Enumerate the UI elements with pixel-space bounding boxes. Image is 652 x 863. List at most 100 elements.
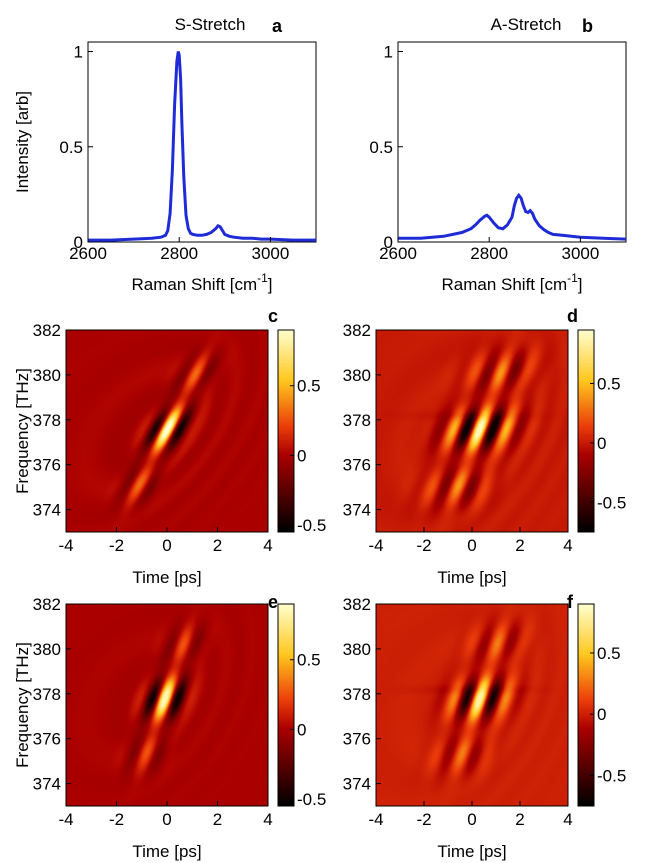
panel-e-colorbar-frame xyxy=(277,603,295,807)
panel-f-xlabel: Time [ps] xyxy=(437,842,506,861)
panel-f-ytick-label: 378 xyxy=(343,685,371,704)
panel-d-ytick-label: 378 xyxy=(343,411,371,430)
panel-f-colorbar-tick-label: 0.5 xyxy=(597,644,621,663)
panel-e: e 374 376 378 380 382 -4 -2 0 2 4 -0.5 0 0.5 Frequen… xyxy=(13,592,326,861)
panel-c-letter: c xyxy=(268,306,278,326)
panel-c-colorbar-frame xyxy=(277,329,295,533)
panel-a: S-Stretch a 0 0.5 1 2600 2800 3000 Intensity… xyxy=(13,15,317,294)
panel-e-colorbar-tick-label: 0.5 xyxy=(297,651,321,670)
panel-d-xlabel: Time [ps] xyxy=(437,568,506,587)
panel-f-ytick-label: 374 xyxy=(343,775,371,794)
panel-d-ytick-label: 382 xyxy=(343,321,371,340)
panel-b-xtick-label: 3000 xyxy=(561,244,599,263)
panel-f-colorbar xyxy=(578,604,594,806)
panel-e-ylabel: Frequency [THz] xyxy=(13,642,32,768)
panel-f-heatmap xyxy=(376,604,568,806)
panel-e-ytick-label: 382 xyxy=(33,595,61,614)
panel-a-series-line xyxy=(88,51,316,242)
panel-d-xtick-label: 0 xyxy=(467,536,476,555)
panel-d-xtick-label: -4 xyxy=(368,536,383,555)
panel-e-ytick-label: 376 xyxy=(33,730,61,749)
panel-b-ytick-label: 0 xyxy=(384,233,393,252)
panel-c-colorbar-tick-label: 0.5 xyxy=(297,377,321,396)
panel-f-letter: f xyxy=(567,592,574,612)
panel-f-xtick-label: 2 xyxy=(515,810,524,829)
panel-c-xlabel: Time [ps] xyxy=(132,568,201,587)
panel-e-xtick-label: 0 xyxy=(162,810,171,829)
panel-f-xtick-label: -2 xyxy=(416,810,431,829)
panel-e-colorbar-tick-label: -0.5 xyxy=(297,790,326,809)
panel-c-ytick-label: 376 xyxy=(33,456,61,475)
panel-e-xtick-label: 2 xyxy=(213,810,222,829)
panel-b-ytick-label: 0.5 xyxy=(369,138,393,157)
panel-f-ytick-label: 380 xyxy=(343,640,371,659)
panel-c-xtick-label: -4 xyxy=(58,536,73,555)
panel-c-colorbar-tick-label: 0 xyxy=(297,446,306,465)
panel-e-ytick-label: 374 xyxy=(33,775,61,794)
panel-e-heatmap xyxy=(66,604,268,806)
panel-b-ytick-label: 1 xyxy=(384,43,393,62)
panel-d-ytick-label: 376 xyxy=(343,456,371,475)
panel-f-colorbar-tick-label: -0.5 xyxy=(597,766,626,785)
panel-c-xtick-label: 0 xyxy=(162,536,171,555)
panel-d-xtick-label: -2 xyxy=(416,536,431,555)
panel-b-letter: b xyxy=(582,16,593,36)
panel-a-ylabel: Intensity [arb] xyxy=(13,91,32,193)
panel-c-xtick-label: 2 xyxy=(213,536,222,555)
panel-f-xtick-label: -4 xyxy=(368,810,383,829)
panel-f-colorbar-tick-label: 0 xyxy=(597,705,606,724)
panel-c-ytick-label: 374 xyxy=(33,501,61,520)
panel-b: A-Stretch b 0 0.5 1 2600 2800 3000 Raman Shi… xyxy=(369,15,627,294)
panel-a-xtick-label: 2600 xyxy=(69,244,107,263)
panel-d-colorbar-tick-label: 0.5 xyxy=(597,374,621,393)
panel-c-colorbar-tick-label: -0.5 xyxy=(297,516,326,535)
panel-e-colorbar-tick-label: 0 xyxy=(297,720,306,739)
panel-d-colorbar-tick-label: -0.5 xyxy=(597,493,626,512)
panel-b-title: A-Stretch xyxy=(491,15,562,34)
panel-c-ylabel: Frequency [THz] xyxy=(13,368,32,494)
panel-e-xtick-label: -2 xyxy=(109,810,124,829)
panel-f-xtick-label: 0 xyxy=(467,810,476,829)
panel-e-letter: e xyxy=(268,592,278,612)
panel-d-letter: d xyxy=(567,306,578,326)
panel-c-ytick-label: 382 xyxy=(33,321,61,340)
panel-e-ytick-label: 378 xyxy=(33,685,61,704)
panel-f: f 374 376 378 380 382 -4 -2 0 2 4 -0.5 0 0.5 Time [p… xyxy=(343,592,627,861)
panel-a-title: S-Stretch xyxy=(175,15,246,34)
panel-d: d 374 376 378 380 382 -4 -2 0 2 4 -0.5 0 0.5 Time [p… xyxy=(343,306,627,587)
panel-a-ytick-label: 0 xyxy=(74,233,83,252)
panel-e-xtick-label: -4 xyxy=(58,810,73,829)
panel-c-colorbar xyxy=(278,330,294,532)
panel-c-ytick-label: 378 xyxy=(33,411,61,430)
panel-b-xlabel: Raman Shift [cm-1] xyxy=(441,271,582,294)
panel-d-colorbar-tick-label: 0 xyxy=(597,434,606,453)
panel-d-xtick-label: 2 xyxy=(515,536,524,555)
panel-e-colorbar xyxy=(278,604,294,806)
panel-f-ytick-label: 376 xyxy=(343,730,371,749)
panel-d-ytick-label: 374 xyxy=(343,501,371,520)
panel-e-ytick-label: 380 xyxy=(33,640,61,659)
panel-f-xtick-label: 4 xyxy=(563,810,572,829)
panel-b-frame xyxy=(397,41,627,243)
panel-a-ytick-label: 1 xyxy=(74,43,83,62)
panel-a-ytick-label: 0.5 xyxy=(59,138,83,157)
panel-c-xtick-label: -2 xyxy=(109,536,124,555)
panel-a-xlabel: Raman Shift [cm-1] xyxy=(131,271,272,294)
panel-e-xtick-label: 4 xyxy=(263,810,272,829)
panel-a-xtick-label: 3000 xyxy=(251,244,289,263)
panel-e-xlabel: Time [ps] xyxy=(132,842,201,861)
panel-b-xtick-label: 2600 xyxy=(379,244,417,263)
panel-f-ytick-label: 382 xyxy=(343,595,371,614)
panel-d-colorbar xyxy=(578,330,594,532)
panel-b-xtick-label: 2800 xyxy=(470,244,508,263)
panel-d-heatmap xyxy=(376,330,568,532)
panel-c-xtick-label: 4 xyxy=(263,536,272,555)
panel-f-colorbar-frame xyxy=(577,603,595,807)
panel-d-ytick-label: 380 xyxy=(343,366,371,385)
panel-c: c 374 376 378 380 382 -4 -2 0 2 4 -0.5 0 0.5 Frequen… xyxy=(13,306,326,587)
panel-c-heatmap xyxy=(66,330,268,532)
panel-b-series-line xyxy=(398,192,627,241)
panel-a-letter: a xyxy=(272,16,283,36)
panel-a-frame xyxy=(87,41,317,243)
